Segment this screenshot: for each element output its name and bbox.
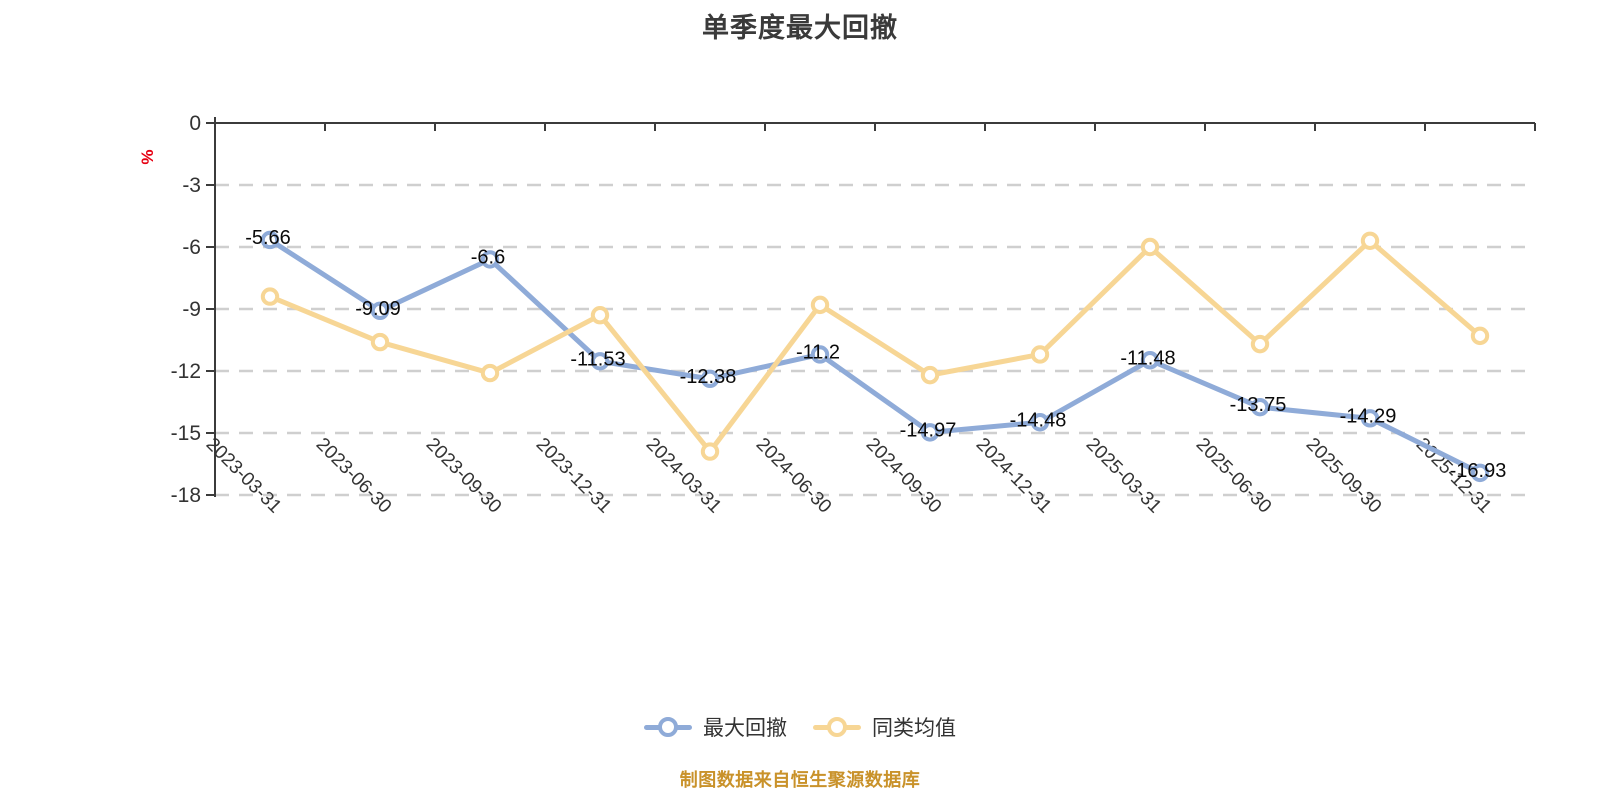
data-point-label: -11.2 xyxy=(796,341,840,363)
data-source-note: 制图数据来自恒生聚源数据库 xyxy=(679,770,921,790)
data-point-label: -5.66 xyxy=(245,227,291,249)
legend-marker-max-drawdown-icon xyxy=(644,717,692,737)
x-axis-label: 2024-12-31 xyxy=(972,434,1056,518)
legend: 最大回撤 同类均值 xyxy=(0,712,1600,742)
data-point-marker[interactable] xyxy=(1470,463,1490,483)
data-point-marker[interactable] xyxy=(480,363,500,383)
data-point-marker[interactable] xyxy=(590,352,610,371)
data-point-marker[interactable] xyxy=(590,306,610,325)
data-point-label: -6.6 xyxy=(471,246,505,268)
data-point-label: -16.93 xyxy=(1450,460,1507,482)
y-axis-label: -12 xyxy=(171,360,201,383)
data-point-marker[interactable] xyxy=(1030,413,1050,432)
data-point-label: -14.29 xyxy=(1340,405,1397,427)
data-point-marker[interactable] xyxy=(370,301,390,321)
data-point-marker[interactable] xyxy=(260,230,280,250)
x-axis-label: 2025-06-30 xyxy=(1192,434,1276,518)
y-axis-label: 0 xyxy=(189,112,201,135)
y-axis-label: -6 xyxy=(182,236,201,259)
data-point-marker[interactable] xyxy=(810,295,830,315)
data-point-marker[interactable] xyxy=(700,369,720,389)
legend-label-peer-average: 同类均值 xyxy=(872,717,956,740)
data-point-marker[interactable] xyxy=(260,287,280,306)
data-point-label: -12.38 xyxy=(680,366,737,388)
data-point-label: -13.75 xyxy=(1230,394,1287,416)
data-point-label: -14.48 xyxy=(1010,409,1067,431)
legend-label-max-drawdown: 最大回撤 xyxy=(703,717,787,740)
data-point-marker[interactable] xyxy=(810,345,830,364)
series-line-1 xyxy=(267,238,1483,455)
series-line-0 xyxy=(267,237,1483,476)
x-axis-label: 2023-06-30 xyxy=(312,434,396,518)
data-point-marker[interactable] xyxy=(1030,345,1050,364)
chart-title: 单季度最大回撤 xyxy=(702,13,898,43)
data-point-marker[interactable] xyxy=(920,423,940,442)
data-point-marker[interactable] xyxy=(700,442,720,461)
legend-item-max-drawdown[interactable]: 最大回撤 xyxy=(644,712,787,742)
data-point-marker[interactable] xyxy=(480,250,500,269)
legend-item-peer-average[interactable]: 同类均值 xyxy=(813,712,956,742)
data-point-marker[interactable] xyxy=(1140,237,1160,257)
data-point-marker[interactable] xyxy=(1470,326,1490,346)
data-point-marker[interactable] xyxy=(1250,334,1270,354)
y-axis-label: -15 xyxy=(171,422,201,445)
data-point-marker[interactable] xyxy=(1360,231,1380,251)
data-point-marker[interactable] xyxy=(920,365,940,385)
x-axis-label: 2025-09-30 xyxy=(1302,434,1386,518)
y-axis-label: -18 xyxy=(171,484,201,507)
data-point-marker[interactable] xyxy=(1250,397,1270,417)
data-point-marker[interactable] xyxy=(1140,351,1160,370)
x-axis-label: 2023-12-31 xyxy=(532,434,616,518)
data-point-marker[interactable] xyxy=(1360,409,1380,428)
x-axis-label: 2025-03-31 xyxy=(1082,434,1166,518)
data-point-label: -9.09 xyxy=(355,298,401,320)
data-point-label: -14.97 xyxy=(900,419,957,441)
y-axis-label: -9 xyxy=(182,298,201,321)
legend-marker-peer-average-icon xyxy=(813,717,861,737)
y-axis-label: -3 xyxy=(182,174,201,197)
data-point-label: -11.48 xyxy=(1120,347,1175,369)
x-axis-label: 2024-09-30 xyxy=(862,434,946,518)
x-axis-label: 2024-06-30 xyxy=(752,434,836,518)
data-point-label: -11.53 xyxy=(570,348,625,370)
data-point-marker[interactable] xyxy=(370,332,390,352)
x-axis-label: 2023-09-30 xyxy=(422,434,506,518)
